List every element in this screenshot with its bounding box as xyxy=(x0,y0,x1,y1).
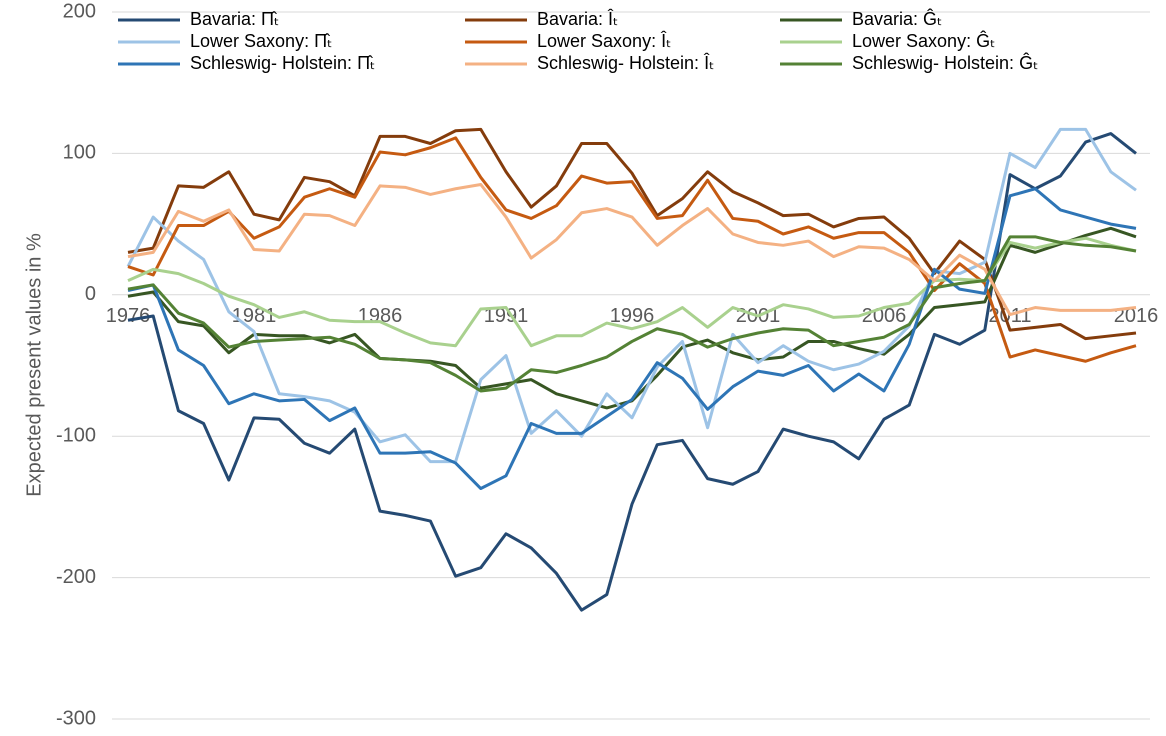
x-tick-label: 2016 xyxy=(1114,305,1159,327)
y-tick-label: 200 xyxy=(63,0,96,22)
series-line xyxy=(127,235,1137,393)
y-tick-label: 0 xyxy=(85,283,96,305)
y-tick-label: -200 xyxy=(56,566,96,588)
series-line xyxy=(127,136,1137,363)
y-tick-label: -100 xyxy=(56,424,96,446)
legend-label: Bavaria: Π̂ₜ xyxy=(190,9,279,29)
y-tick-label: -300 xyxy=(56,707,96,729)
legend-label: Lower Saxony: Ĝₜ xyxy=(852,30,995,51)
series-line xyxy=(126,127,1137,464)
y-tick-label: 100 xyxy=(63,142,96,164)
x-tick-label: 1976 xyxy=(106,305,151,327)
series-line xyxy=(127,183,1137,317)
x-tick-label: 1991 xyxy=(484,305,529,327)
legend-label: Schleswig- Holstein: Îₜ xyxy=(537,53,714,73)
series-line xyxy=(127,132,1137,612)
y-axis-label: Expected present values in % xyxy=(23,233,45,497)
legend-label: Schleswig- Holstein: Π̂ₜ xyxy=(190,53,375,73)
legend-label: Lower Saxony: Π̂ₜ xyxy=(190,31,332,51)
x-tick-label: 1986 xyxy=(358,305,403,327)
legend-label: Bavaria: Îₜ xyxy=(537,9,618,29)
legend-label: Lower Saxony: Îₜ xyxy=(537,31,671,51)
series-line xyxy=(127,187,1137,491)
x-tick-label: 1981 xyxy=(232,305,277,327)
x-tick-label: 1996 xyxy=(610,305,655,327)
legend-label: Schleswig- Holstein: Ĝₜ xyxy=(852,52,1038,73)
series-line xyxy=(127,236,1137,348)
series-line xyxy=(127,127,1137,341)
legend-label: Bavaria: Ĝₜ xyxy=(852,8,942,29)
